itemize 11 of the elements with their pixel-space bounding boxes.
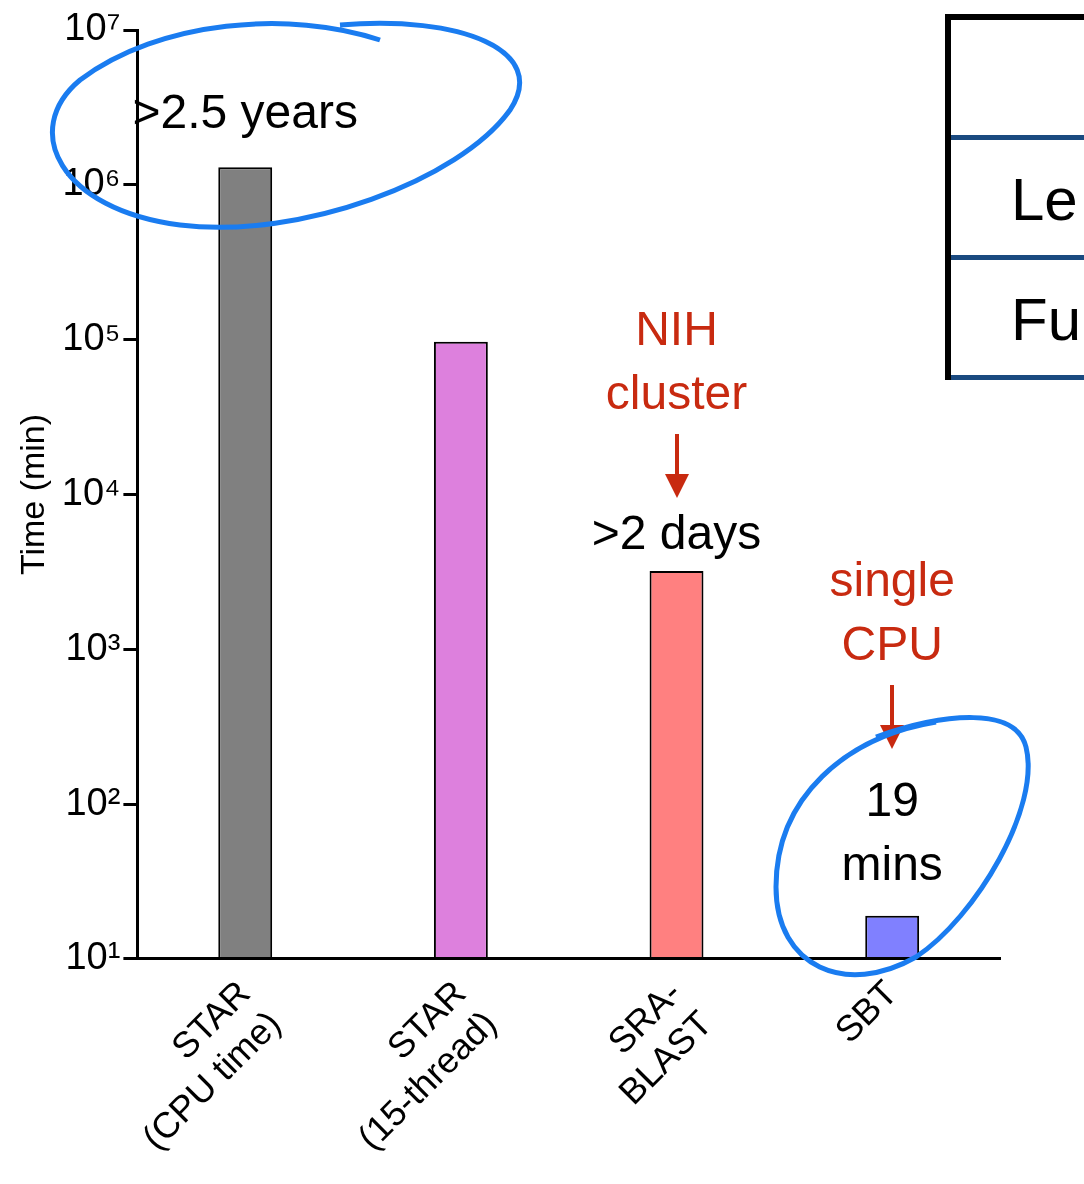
y-tick-label: 10⁵ (62, 316, 121, 359)
annotation: >2 days (591, 506, 762, 560)
annotation: NIH cluster (605, 302, 748, 420)
y-tick-label: 10¹ (65, 935, 121, 978)
y-tick-label: 10⁷ (64, 6, 121, 49)
annotation: single CPU (829, 553, 955, 671)
y-tick-label: 10² (65, 780, 121, 823)
y-tick-label: 10⁴ (61, 470, 121, 513)
partial-table: Le Ful (945, 14, 1084, 380)
y-axis-title: Time (min) (12, 413, 51, 576)
y-tick-label: 10³ (65, 625, 121, 668)
